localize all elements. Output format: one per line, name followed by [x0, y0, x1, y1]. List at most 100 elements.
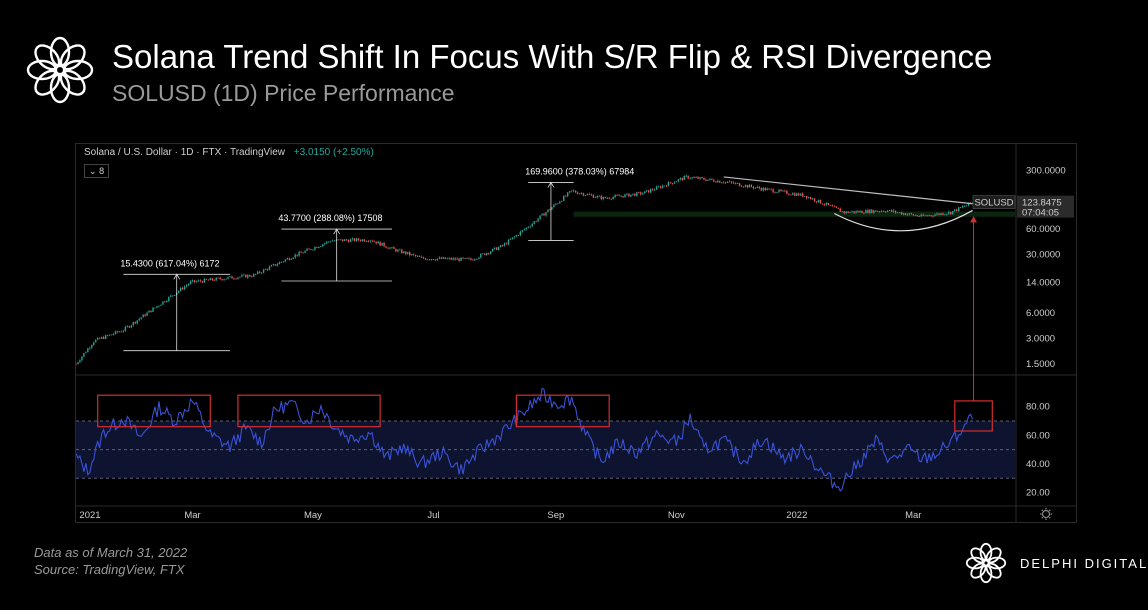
chart-header: Solana / U.S. Dollar · 1D · FTX · Tradin… — [84, 147, 374, 158]
candle-body — [270, 265, 273, 267]
candle-body — [280, 261, 283, 263]
candle-body — [651, 189, 654, 191]
candle-body — [902, 213, 905, 215]
tradingview-chart[interactable]: 15.4300 (617.04%) 6172 43.7700 (288.08%) … — [75, 143, 1077, 523]
candle-body — [734, 183, 737, 184]
candle-body — [525, 227, 527, 230]
candle-body — [920, 214, 922, 217]
candle-body — [614, 195, 616, 197]
candle-body — [225, 278, 227, 280]
candle-body — [837, 207, 839, 209]
candle-body — [634, 193, 636, 196]
candle-body — [683, 175, 685, 180]
candle-body — [312, 249, 314, 251]
candle-body — [916, 215, 918, 217]
candle-body — [191, 280, 194, 282]
candle-body — [965, 205, 968, 207]
candle-body — [906, 214, 909, 216]
candle-body — [697, 177, 699, 179]
candle-body — [776, 192, 778, 194]
candle-body — [407, 252, 409, 255]
candle-body — [132, 322, 134, 326]
brand-name: DELPHI DIGITAL — [1020, 556, 1148, 571]
candle-body — [740, 186, 743, 187]
candle-body — [855, 211, 857, 213]
candle-body — [395, 248, 397, 252]
candle-body — [126, 326, 129, 328]
candle-body — [499, 245, 502, 248]
candle-body — [553, 204, 555, 208]
candle-body — [235, 278, 237, 280]
candle-body — [559, 201, 561, 204]
candle-body — [288, 258, 290, 260]
measure-label: 169.9600 (378.03%) 67984 — [525, 166, 634, 176]
gear-icon[interactable] — [1040, 508, 1052, 520]
time-axis-label: Mar — [905, 510, 921, 521]
candle-body — [699, 177, 701, 179]
candle-body — [646, 190, 648, 192]
candle-body — [503, 243, 506, 246]
candle-body — [841, 211, 843, 212]
candle-body — [318, 246, 320, 248]
candle-body — [91, 344, 93, 348]
candle-body — [831, 205, 834, 207]
candle-body — [886, 210, 889, 212]
indicator-toggle-button[interactable]: ⌄ 8 — [84, 164, 110, 178]
candle-body — [507, 239, 510, 245]
candle-body — [713, 179, 715, 182]
candle-body — [98, 337, 101, 339]
candle-body — [723, 182, 725, 184]
page-title: Solana Trend Shift In Focus With S/R Fli… — [112, 38, 993, 75]
candle-body — [547, 209, 549, 213]
candle-body — [229, 276, 231, 278]
candle-body — [788, 193, 790, 195]
candle-body — [565, 195, 567, 197]
candle-body — [337, 239, 340, 241]
candle-body — [349, 239, 352, 242]
candle-body — [476, 258, 478, 260]
candle-body — [326, 241, 328, 244]
last-price-value: 123.8475 — [1022, 198, 1062, 209]
candle-body — [203, 278, 206, 283]
candle-body — [667, 182, 670, 187]
candle-body — [523, 229, 525, 231]
candle-body — [308, 248, 310, 250]
candle-body — [207, 279, 210, 281]
candle-body — [944, 214, 946, 216]
rsi-highlight-box — [237, 394, 381, 428]
candle-body — [703, 177, 705, 180]
candle-body — [529, 226, 531, 228]
gear-icon-ring — [1041, 509, 1051, 519]
candle-body — [490, 251, 492, 254]
candle-body — [659, 186, 662, 188]
candle-body — [679, 178, 681, 180]
candle-body — [106, 335, 109, 337]
candle-body — [942, 213, 944, 215]
candle-body — [539, 215, 541, 219]
candle-body — [711, 178, 713, 180]
candle-body — [432, 259, 435, 260]
candle-body — [971, 202, 974, 204]
candle-body — [527, 227, 529, 228]
candle-body — [146, 312, 148, 316]
candle-body — [803, 196, 806, 197]
candle-body — [116, 331, 119, 333]
candle-body — [555, 203, 557, 205]
candle-body — [620, 196, 622, 197]
candle-body — [286, 258, 289, 260]
candle-body — [474, 259, 476, 261]
candle-body — [158, 305, 160, 307]
candle-body — [707, 179, 709, 181]
candle-body — [588, 194, 591, 195]
candle-body — [110, 334, 113, 336]
candle-body — [879, 211, 881, 213]
candle-body — [608, 197, 610, 199]
candle-body — [782, 190, 784, 192]
candle-body — [576, 192, 579, 194]
candle-body — [480, 253, 482, 258]
candle-body — [436, 258, 439, 261]
candle-body — [245, 274, 247, 278]
candle-body — [738, 183, 741, 187]
chart-canvas[interactable]: 15.4300 (617.04%) 6172 43.7700 (288.08%) … — [76, 144, 1076, 522]
candle-body — [282, 261, 285, 263]
